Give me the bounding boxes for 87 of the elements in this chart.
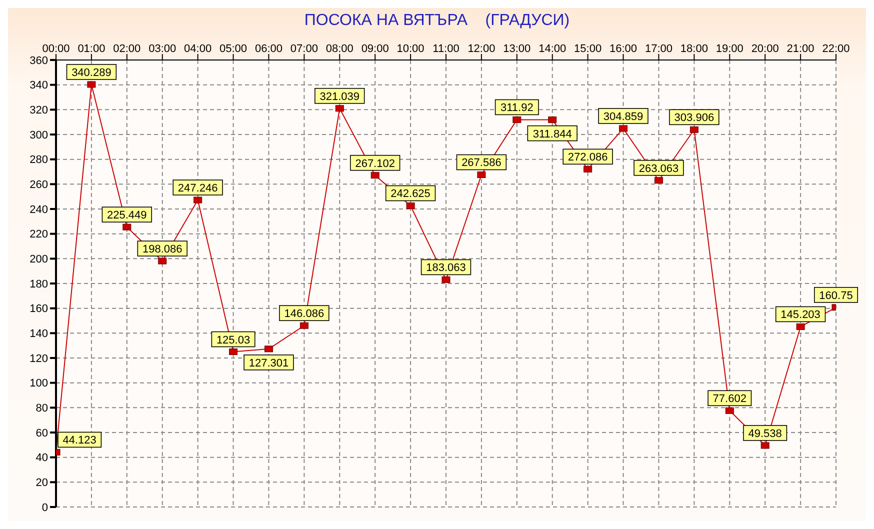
data-label: 44.123 <box>62 434 96 447</box>
y-tick-label: 220 <box>30 228 48 241</box>
y-tick-label: 100 <box>30 378 48 390</box>
y-tick-label: 360 <box>30 54 48 67</box>
point <box>300 322 308 329</box>
data-label: 321.039 <box>320 90 360 103</box>
y-tick-label: 20 <box>36 477 48 490</box>
x-tick-label: 14:00 <box>538 43 566 55</box>
point <box>264 346 273 352</box>
x-tick-label: 09:00 <box>361 43 389 55</box>
x-tick-label: 05:00 <box>220 43 248 55</box>
point <box>122 224 132 230</box>
x-tick-label: 11:00 <box>432 43 460 55</box>
data-label: 267.586 <box>462 157 502 170</box>
data-label: 272.086 <box>568 152 608 164</box>
x-tick-label: 00:00 <box>42 43 70 55</box>
y-tick-label: 300 <box>30 129 48 142</box>
x-tick-label: 17:00 <box>644 43 672 55</box>
x-tick-label: 02:00 <box>113 43 141 55</box>
x-tick-label: 13:00 <box>503 43 531 55</box>
data-label: 49.538 <box>748 428 782 440</box>
x-tick-label: 03:00 <box>148 43 176 55</box>
point <box>87 81 96 88</box>
x-tick-label: 06:00 <box>254 43 282 55</box>
data-label: 303.906 <box>674 112 714 124</box>
y-tick-label: 160 <box>30 303 48 316</box>
y-tick-label: 240 <box>30 204 48 216</box>
data-label: 263.063 <box>638 162 679 175</box>
point <box>725 407 734 414</box>
y-tick-label: 280 <box>30 154 48 166</box>
y-tick-label: 340 <box>30 80 48 92</box>
data-label: 340.289 <box>72 66 112 79</box>
point <box>229 348 238 356</box>
x-tick-label: 01:00 <box>78 43 106 55</box>
y-tick-label: 40 <box>36 452 48 464</box>
y-tick-label: 0 <box>42 502 48 514</box>
data-label: 304.859 <box>603 110 644 123</box>
x-tick-label: 20:00 <box>751 43 779 55</box>
data-label: 247.246 <box>178 182 218 195</box>
point <box>654 177 663 184</box>
y-tick-label: 60 <box>36 427 48 440</box>
point <box>796 323 805 330</box>
x-tick-label: 10:00 <box>396 43 424 55</box>
data-label: 183.063 <box>426 262 466 274</box>
point <box>370 172 380 179</box>
y-tick-label: 180 <box>30 278 48 290</box>
data-label: 146.086 <box>284 308 324 320</box>
y-tick-label: 260 <box>30 179 48 192</box>
x-tick-label: 16:00 <box>610 43 638 55</box>
point <box>406 202 415 209</box>
point <box>512 116 522 123</box>
chart-title: ПОСОКА НА ВЯТЪРА (ГРАДУСИ) <box>303 11 571 31</box>
data-label: 267.102 <box>355 158 395 170</box>
x-tick-label: 15:00 <box>574 43 602 55</box>
y-tick-label: 140 <box>30 328 48 340</box>
x-tick-label: 18:00 <box>680 43 708 55</box>
x-tick-label: 12:00 <box>468 43 496 55</box>
y-tick-label: 80 <box>36 402 48 415</box>
point <box>619 125 628 132</box>
data-label: 242.625 <box>390 188 430 200</box>
x-tick-label: 07:00 <box>290 43 318 55</box>
y-tick-label: 320 <box>30 104 48 117</box>
point <box>158 258 167 264</box>
x-tick-label: 08:00 <box>326 43 354 55</box>
y-tick-label: 200 <box>30 254 48 266</box>
data-label: 311.92 <box>500 102 534 114</box>
data-label: 160.75 <box>819 290 853 302</box>
point <box>760 442 770 449</box>
data-label: 145.203 <box>780 309 820 322</box>
y-tick-label: 120 <box>30 352 48 365</box>
data-label: 311.844 <box>532 128 572 140</box>
point <box>548 116 557 124</box>
data-label: 225.449 <box>107 210 147 222</box>
point <box>584 166 592 172</box>
x-tick-label: 22:00 <box>822 43 850 55</box>
x-tick-label: 21:00 <box>786 43 814 55</box>
x-tick-label: 04:00 <box>184 43 212 55</box>
point <box>335 105 344 112</box>
point <box>194 196 202 204</box>
point <box>442 276 450 283</box>
data-label: 125.03 <box>216 334 250 346</box>
data-label: 77.602 <box>712 393 746 406</box>
point <box>477 171 486 178</box>
x-tick-label: 19:00 <box>716 43 744 55</box>
point <box>690 126 698 133</box>
data-label: 198.086 <box>142 244 182 256</box>
data-label: 127.301 <box>248 357 289 370</box>
